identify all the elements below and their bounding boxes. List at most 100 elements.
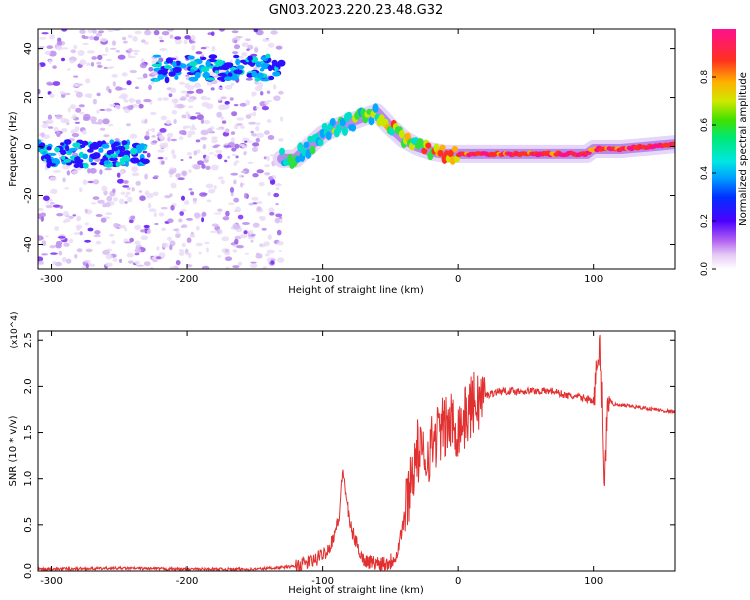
spectrogram-band-cell xyxy=(109,157,118,162)
spectrogram-noise-cell xyxy=(276,229,282,236)
spectrogram-noise-cell xyxy=(239,102,247,107)
spectrogram-noise-cell xyxy=(232,51,239,55)
spectrogram-noise-cell xyxy=(216,111,223,118)
spectrogram-noise-cell xyxy=(92,29,97,34)
spectrogram-noise-cell xyxy=(275,203,279,206)
spectrogram-band-cell xyxy=(221,64,230,71)
colorbar-tick-label: 0.6 xyxy=(700,118,710,133)
spectrogram-noise-cell xyxy=(251,133,258,137)
spectrogram-noise-cell xyxy=(229,187,235,193)
spectrogram-noise-cell xyxy=(217,208,223,212)
spectrogram-noise-cell xyxy=(48,126,54,129)
spectrogram-noise-cell xyxy=(185,111,190,116)
spectrogram-noise-cell xyxy=(181,208,187,212)
spectrogram-noise-cell xyxy=(217,255,222,258)
spectrogram-ridge-cell xyxy=(303,141,310,149)
spectrogram-noise-cell xyxy=(258,243,267,248)
spectrogram-noise-cell xyxy=(162,97,169,101)
spectrogram-noise-cell xyxy=(186,152,193,156)
spectrogram-noise-cell xyxy=(237,214,244,220)
spectrogram-noise-cell xyxy=(134,247,142,254)
spectrogram-noise-cell xyxy=(89,167,97,174)
spectrogram-noise-cell xyxy=(258,216,266,219)
spectrogram-noise-cell xyxy=(266,119,272,123)
spectrogram-noise-cell xyxy=(256,132,265,138)
spectrogram-noise-cell xyxy=(99,108,106,111)
spectrogram-noise-cell xyxy=(254,80,259,85)
spectrogram-noise-cell xyxy=(199,192,208,197)
spectrogram-band-cell xyxy=(187,55,195,60)
spectrogram-noise-cell xyxy=(116,178,125,184)
spectrogram-noise-cell xyxy=(127,260,134,264)
spectrogram-band-cell xyxy=(255,61,262,68)
spectrogram-noise-cell xyxy=(109,47,117,50)
spectrogram-noise-cell xyxy=(170,205,175,211)
spectrogram-noise-cell xyxy=(128,219,134,224)
spectrogram-noise-cell xyxy=(97,64,103,68)
spectrogram-noise-cell xyxy=(111,240,116,245)
spectrogram-noise-cell xyxy=(148,66,154,72)
snr-xlabel: Height of straight line (km) xyxy=(288,585,424,596)
spectrogram-band-cell xyxy=(117,146,123,151)
spectrogram-noise-cell xyxy=(234,238,239,245)
spectrogram-band-cell xyxy=(101,143,110,149)
spectrogram-noise-cell xyxy=(274,217,281,224)
spectrogram-noise-cell xyxy=(73,232,80,235)
spectrogram-noise-cell xyxy=(186,90,195,94)
spectrogram-noise-cell xyxy=(188,105,194,109)
spectrogram-band-cell xyxy=(251,71,258,78)
spectrogram-noise-cell xyxy=(224,248,230,253)
spectrogram-noise-cell xyxy=(240,233,248,239)
spectrogram-noise-cell xyxy=(205,183,214,189)
spectrogram-noise-cell xyxy=(67,107,71,113)
spectrogram-noise-cell xyxy=(250,261,257,264)
spectrogram-noise-cell xyxy=(243,151,247,156)
spectrogram-noise-cell xyxy=(278,138,284,142)
spectrogram-noise-cell xyxy=(220,179,225,185)
spectrogram-band-cell xyxy=(60,155,66,161)
spectrogram-noise-cell xyxy=(38,89,41,95)
spectrogram-band-cell xyxy=(130,147,138,155)
spectrogram-noise-cell xyxy=(48,50,57,57)
spectrogram-noise-cell xyxy=(90,62,95,67)
spectrogram-noise-cell xyxy=(44,167,49,171)
spectrogram-noise-cell xyxy=(41,123,49,129)
spectrogram-ridge-cell xyxy=(297,142,304,153)
spectrogram-noise-cell xyxy=(126,252,134,258)
spectrogram-noise-cell xyxy=(225,266,230,269)
spectrogram-noise-cell xyxy=(218,104,226,111)
spectrogram-noise-cell xyxy=(182,125,187,130)
spectrogram-band-cell xyxy=(272,71,281,77)
spectrogram-noise-cell xyxy=(84,239,92,243)
spectrogram-noise-cell xyxy=(100,37,108,43)
spectrogram-band-cell xyxy=(172,60,177,68)
spectrogram-noise-cell xyxy=(99,169,103,175)
spectrogram-noise-cell xyxy=(50,188,58,194)
spectrogram-band-cell xyxy=(265,53,271,59)
spectrogram-noise-cell xyxy=(98,30,105,34)
spectrogram-noise-cell xyxy=(181,224,188,229)
spectrogram-xtick-label: -300 xyxy=(40,274,63,285)
spectrogram-noise-cell xyxy=(134,260,141,265)
spectrogram-noise-cell xyxy=(278,216,283,219)
spectrogram-noise-cell xyxy=(189,234,196,238)
spectrogram-noise-cell xyxy=(176,103,184,109)
spectrogram-noise-cell xyxy=(41,240,47,247)
spectrogram-noise-cell xyxy=(250,239,254,243)
spectrogram-noise-cell xyxy=(81,130,87,135)
spectrogram-noise-cell xyxy=(106,66,113,70)
spectrogram-noise-cell xyxy=(82,42,89,46)
spectrogram-noise-cell xyxy=(212,145,219,149)
spectrogram-ridge-cell xyxy=(321,122,328,130)
spectrogram-noise-cell xyxy=(201,211,207,217)
spectrogram-noise-cell xyxy=(48,59,52,65)
spectrogram-band-cell xyxy=(51,158,60,164)
spectrogram-noise-cell xyxy=(120,191,126,195)
spectrogram-xtick-label: -100 xyxy=(311,274,334,285)
spectrogram-noise-cell xyxy=(138,190,143,193)
spectrogram-noise-cell xyxy=(73,75,79,78)
spectrogram-noise-cell xyxy=(211,223,219,227)
spectrogram-noise-cell xyxy=(86,93,93,99)
spectrogram-noise-cell xyxy=(79,187,83,193)
spectrogram-noise-cell xyxy=(209,230,218,233)
